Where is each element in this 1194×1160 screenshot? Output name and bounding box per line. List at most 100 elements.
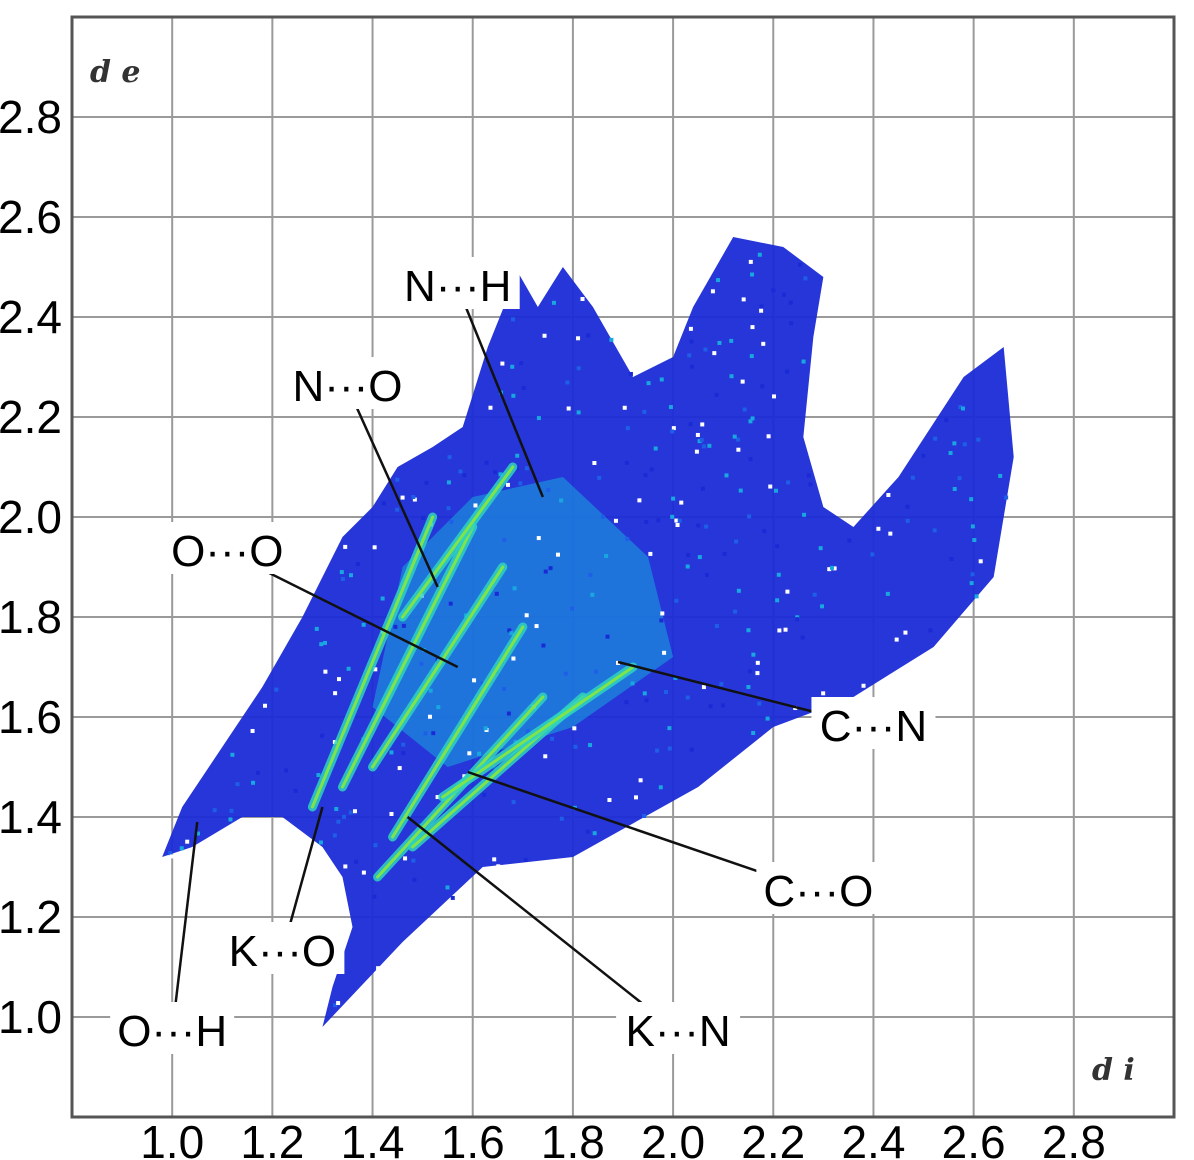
data-point <box>411 858 416 863</box>
data-point <box>548 566 553 571</box>
x-tick-label: 2.6 <box>942 1116 1006 1160</box>
data-point <box>322 640 327 645</box>
data-point <box>473 503 478 508</box>
data-point <box>712 351 717 356</box>
data-point <box>372 894 377 899</box>
data-point <box>592 460 597 465</box>
data-point <box>600 514 605 519</box>
data-point <box>389 750 394 755</box>
annotation-label: C···N <box>820 702 928 751</box>
data-point <box>699 437 704 442</box>
data-point <box>749 354 754 359</box>
data-point <box>510 364 515 369</box>
data-point <box>400 495 405 500</box>
data-point <box>885 591 890 596</box>
data-point <box>697 555 702 560</box>
data-point <box>697 439 702 444</box>
data-point <box>346 666 351 671</box>
data-point <box>572 726 577 731</box>
data-point <box>736 447 741 452</box>
data-point <box>411 494 416 499</box>
data-point <box>585 829 590 834</box>
data-point <box>339 570 344 575</box>
data-point <box>593 669 598 674</box>
data-point <box>708 704 713 709</box>
annotation-leader <box>406 816 679 1033</box>
data-point <box>412 497 417 502</box>
data-point <box>566 406 571 411</box>
data-point <box>543 569 548 574</box>
data-point <box>588 743 593 748</box>
data-point <box>389 811 394 816</box>
data-point <box>336 677 341 682</box>
data-point <box>546 488 551 493</box>
data-point <box>705 573 710 578</box>
data-point <box>638 778 643 783</box>
data-point <box>395 477 400 482</box>
data-point <box>952 487 957 492</box>
data-point <box>969 581 974 586</box>
data-point <box>393 624 398 629</box>
data-point <box>462 473 467 478</box>
y-tick-label: 1.2 <box>0 891 62 943</box>
data-point <box>974 594 979 599</box>
data-point <box>736 437 741 442</box>
data-point <box>361 870 366 875</box>
data-point <box>250 728 255 733</box>
data-point <box>644 519 649 524</box>
data-point <box>765 716 770 721</box>
data-point <box>746 685 751 690</box>
annotation-label: K···N <box>626 1007 731 1056</box>
y-tick-label: 1.8 <box>0 591 62 643</box>
data-point <box>524 466 529 471</box>
data-point <box>768 484 773 489</box>
data-point <box>340 577 345 582</box>
data-point <box>800 635 805 640</box>
data-point <box>667 726 672 731</box>
data-point <box>450 895 455 900</box>
data-point <box>759 308 764 313</box>
annotation-label: O···O <box>171 527 283 576</box>
xlabel: d i <box>1092 1053 1135 1088</box>
data-point <box>401 742 406 747</box>
x-tick-label: 2.8 <box>1042 1116 1106 1160</box>
data-point <box>497 749 502 754</box>
data-point <box>293 788 298 793</box>
data-point <box>714 392 719 397</box>
data-point <box>643 473 648 478</box>
data-point <box>427 714 432 719</box>
data-point <box>559 816 564 821</box>
data-point <box>729 374 734 379</box>
data-point <box>750 416 755 421</box>
data-point <box>759 304 764 309</box>
spike-core <box>310 515 435 809</box>
data-point <box>555 552 560 557</box>
x-tick-label: 1.8 <box>541 1116 605 1160</box>
data-point <box>976 437 981 442</box>
data-point <box>323 669 328 674</box>
data-point <box>449 519 454 524</box>
data-point <box>334 806 339 811</box>
data-point <box>788 300 793 305</box>
data-point <box>625 536 630 541</box>
annotation-box <box>110 1002 235 1054</box>
data-point <box>251 780 256 785</box>
data-point <box>948 451 953 456</box>
data-point <box>314 626 319 631</box>
data-point <box>668 405 673 410</box>
y-tick-label: 1.6 <box>0 691 62 743</box>
data-point <box>1004 495 1009 500</box>
data-point <box>701 685 706 690</box>
data-point <box>431 731 436 736</box>
data-point <box>772 394 777 399</box>
data-point <box>613 518 618 523</box>
data-point <box>373 843 378 848</box>
data-point <box>755 660 760 665</box>
data-point <box>536 416 541 421</box>
data-point <box>932 528 937 533</box>
ylabel-box <box>84 50 164 98</box>
data-point <box>786 480 791 485</box>
annotation-label: C···O <box>763 867 873 916</box>
annotation-label: N···H <box>404 262 512 311</box>
data-point <box>372 545 377 550</box>
